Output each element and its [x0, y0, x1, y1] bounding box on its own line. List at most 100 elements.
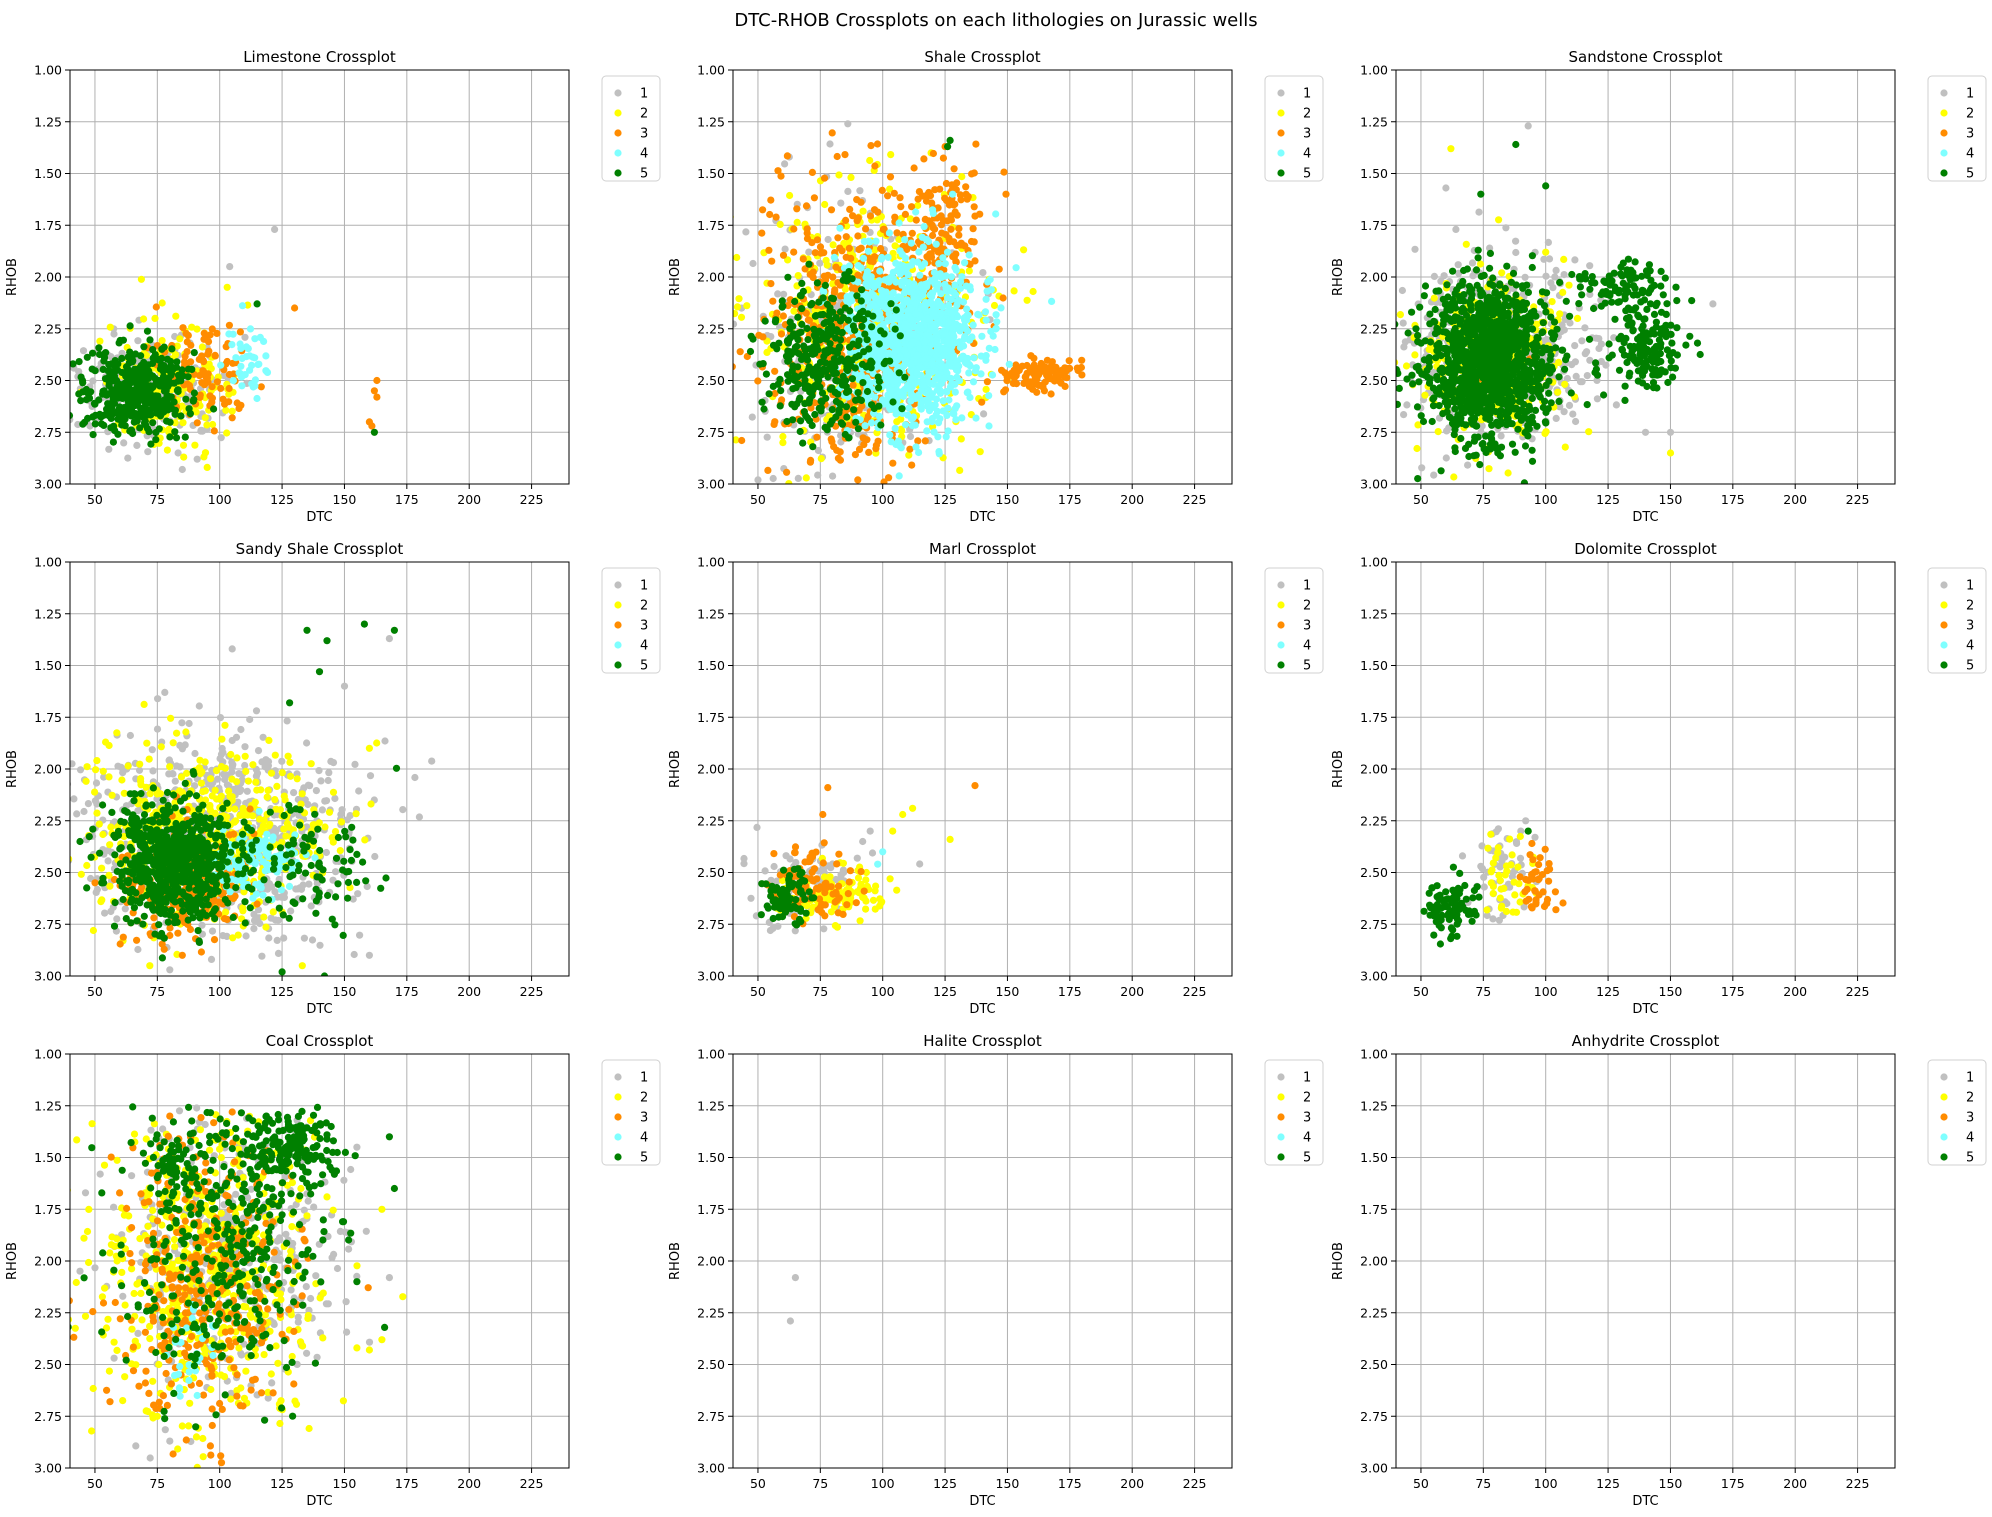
data-point: [1402, 362, 1411, 370]
y-tick-label: 1.50: [34, 166, 62, 181]
data-point: [889, 398, 897, 406]
data-point: [887, 273, 896, 281]
data-point: [748, 413, 756, 421]
data-point: [880, 360, 888, 368]
data-point: [951, 263, 959, 272]
data-point: [966, 260, 974, 268]
data-point: [773, 345, 781, 353]
data-point: [901, 340, 909, 348]
data-point: [913, 352, 921, 360]
data-point: [100, 411, 108, 419]
data-point: [970, 354, 978, 362]
data-point: [213, 329, 221, 337]
data-point: [136, 424, 144, 432]
data-point: [934, 372, 942, 381]
data-point: [223, 357, 231, 366]
data-point: [775, 339, 783, 347]
data-point: [842, 233, 850, 241]
data-point: [939, 154, 948, 162]
data-point: [733, 363, 736, 371]
data-point: [929, 231, 937, 240]
data-point: [172, 434, 181, 442]
data-point: [177, 412, 185, 420]
data-point: [789, 385, 797, 393]
data-point: [826, 140, 834, 148]
data-point: [929, 224, 937, 232]
data-point: [802, 369, 811, 377]
data-point: [373, 376, 381, 385]
data-point: [1552, 266, 1560, 274]
legend-label: 1: [1303, 87, 1311, 102]
data-point: [159, 367, 167, 375]
data-point: [835, 406, 843, 414]
data-point: [174, 449, 182, 457]
data-point: [912, 208, 920, 216]
data-point: [1559, 288, 1567, 296]
data-point: [105, 445, 113, 453]
data-point: [857, 244, 865, 252]
data-point: [968, 170, 976, 178]
data-point: [203, 463, 211, 471]
data-point: [920, 223, 928, 231]
x-axis-label: DTC: [969, 510, 995, 525]
data-point: [880, 225, 888, 233]
data-point: [226, 263, 234, 271]
data-point: [946, 136, 954, 144]
data-point: [1015, 366, 1023, 374]
y-axis-label: RHOB: [5, 258, 20, 296]
data-point: [784, 357, 792, 365]
y-tick-label: 1.00: [34, 63, 62, 78]
data-point: [844, 120, 852, 128]
data-point: [874, 281, 882, 289]
data-point: [758, 398, 766, 406]
data-point: [965, 251, 973, 259]
data-point: [964, 388, 972, 396]
data-point: [149, 383, 157, 391]
data-point: [921, 304, 929, 312]
data-point: [808, 239, 816, 247]
data-point: [895, 219, 903, 227]
data-point: [904, 271, 912, 279]
data-point: [885, 474, 893, 482]
data-point: [791, 343, 800, 351]
data-point: [828, 406, 836, 414]
data-point: [847, 173, 855, 181]
y-tick-label: 2.50: [34, 373, 62, 388]
data-point: [810, 194, 819, 202]
x-tick-label: 125: [270, 492, 294, 507]
data-point: [172, 312, 180, 320]
data-point: [206, 392, 214, 400]
data-point: [1561, 443, 1569, 451]
legend-marker: [614, 89, 622, 97]
data-point: [876, 412, 884, 420]
data-point: [370, 387, 378, 395]
data-point: [830, 288, 839, 297]
data-point: [126, 427, 134, 435]
data-point: [201, 414, 209, 422]
data-point: [868, 359, 876, 367]
data-point: [817, 397, 825, 405]
data-point: [198, 343, 206, 351]
data-point: [82, 396, 90, 404]
data-point: [824, 373, 832, 381]
data-point: [805, 248, 813, 256]
data-point: [1052, 373, 1060, 381]
data-point: [759, 206, 767, 214]
data-point: [236, 340, 244, 348]
data-point: [901, 346, 909, 355]
data-point: [980, 410, 988, 418]
data-point: [895, 369, 903, 377]
data-point: [99, 365, 107, 373]
data-point: [816, 259, 824, 267]
data-point: [849, 212, 857, 220]
data-point: [914, 258, 922, 266]
data-point: [952, 361, 960, 369]
data-point: [864, 247, 873, 255]
data-point: [942, 433, 950, 441]
data-point: [1565, 401, 1574, 409]
data-point: [777, 387, 785, 395]
data-point: [1569, 410, 1577, 418]
data-point: [817, 455, 825, 463]
data-point: [1560, 255, 1568, 263]
data-point: [950, 165, 958, 173]
